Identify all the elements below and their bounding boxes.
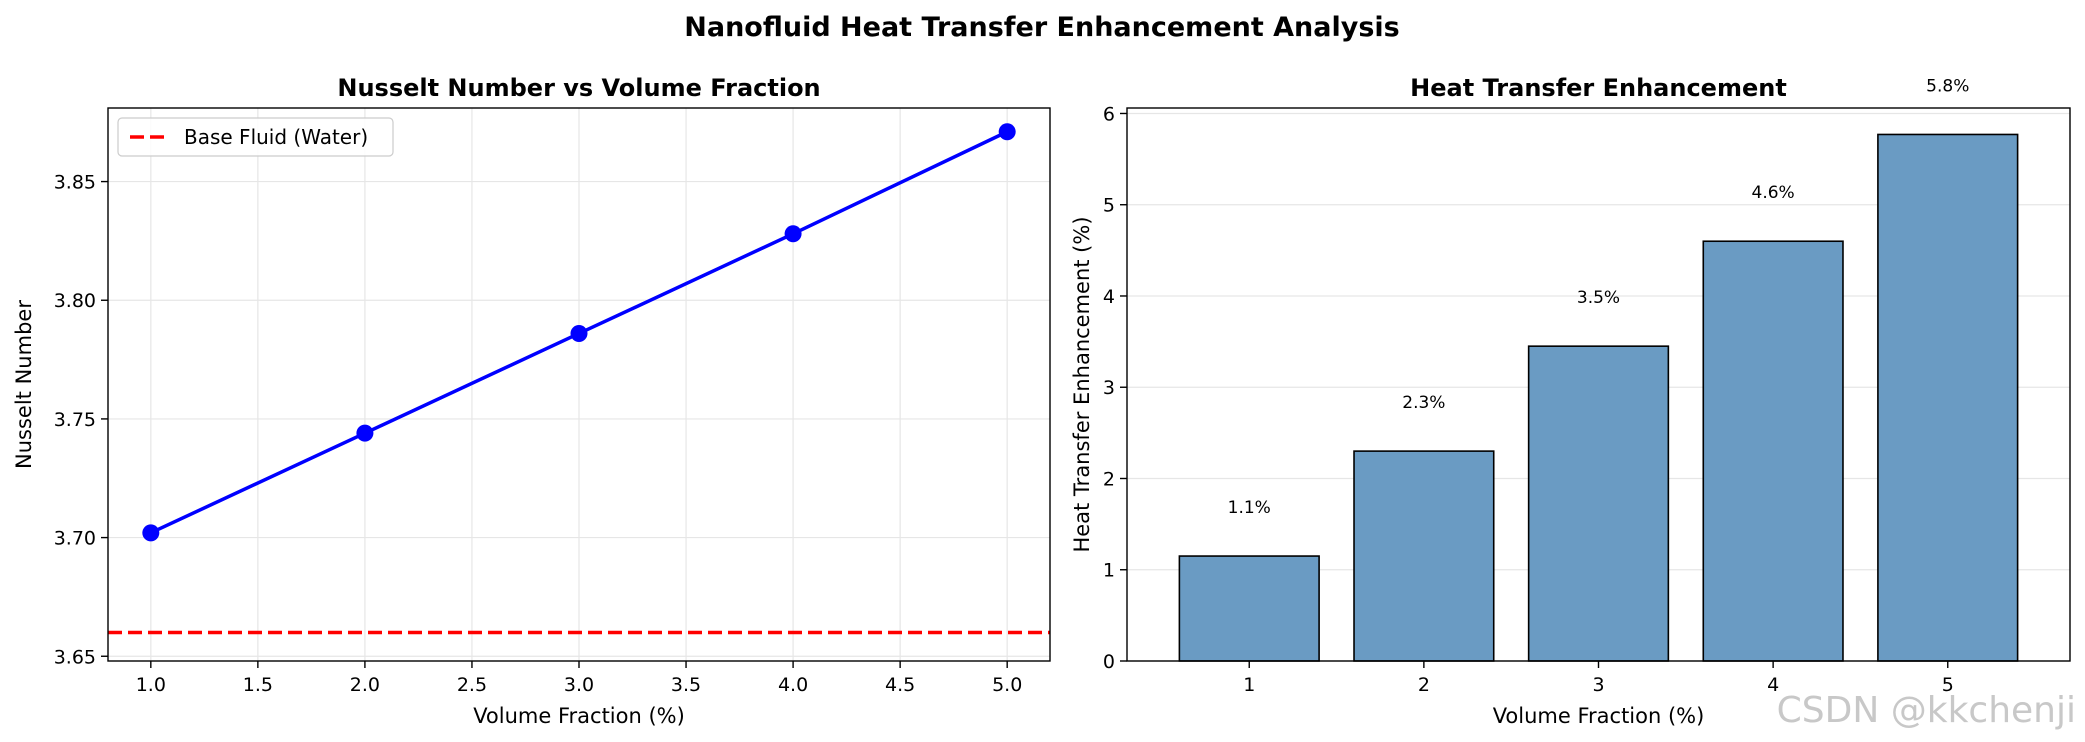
y-tick-label: 3.75	[54, 409, 96, 431]
y-tick-label: 3.70	[54, 528, 96, 550]
x-tick-label: 3.0	[564, 674, 594, 696]
left-x-axis-label: Volume Fraction (%)	[473, 704, 685, 728]
left-x-ticks: 1.0 1.5 2.0 2.5 3.0 3.5 4.0 4.5 5.0	[136, 661, 1022, 696]
enhancement-chart: 1.1% 2.3% 3.5% 4.6% 5.8% 1 2 3 4 5 0 1 2 3 4 5 6 Heat …	[1070, 74, 2071, 728]
bar-2	[1353, 450, 1495, 662]
data-point-3	[570, 324, 588, 342]
x-tick-label: 3	[1592, 674, 1604, 696]
x-tick-label: 2.5	[457, 674, 487, 696]
y-tick-label: 2	[1103, 468, 1115, 490]
left-chart-title: Nusselt Number vs Volume Fraction	[337, 74, 820, 102]
data-point-2	[356, 424, 374, 442]
x-tick-label: 4	[1767, 674, 1779, 696]
right-data-labels: 1.1% 2.3% 3.5% 4.6% 5.8%	[1228, 76, 1970, 518]
data-label-1: 1.1%	[1228, 498, 1271, 518]
y-tick-label: 0	[1103, 651, 1115, 673]
data-point-1	[142, 524, 160, 542]
y-tick-label: 3.80	[54, 290, 96, 312]
data-label-5: 5.8%	[1926, 76, 1969, 96]
bar-1	[1178, 555, 1320, 662]
data-label-2: 2.3%	[1402, 393, 1445, 413]
left-series	[142, 123, 1016, 542]
right-x-ticks: 1 2 3 4 5	[1243, 661, 1954, 696]
nusselt-chart: 1.0 1.5 2.0 2.5 3.0 3.5 4.0 4.5 5.0 3.65 3.70 3.75…	[12, 74, 1051, 728]
left-legend: Base Fluid (Water)	[117, 117, 394, 157]
left-y-axis-label: Nusselt Number	[12, 300, 36, 469]
left-grid	[108, 108, 1050, 661]
x-tick-label: 1.0	[136, 674, 166, 696]
x-tick-label: 4.5	[885, 674, 915, 696]
y-tick-label: 5	[1103, 195, 1115, 217]
x-tick-label: 1.5	[243, 674, 273, 696]
x-tick-label: 3.5	[671, 674, 701, 696]
legend-label-base-fluid: Base Fluid (Water)	[184, 125, 368, 149]
y-tick-label: 3.85	[54, 172, 96, 194]
right-chart-title: Heat Transfer Enhancement	[1410, 74, 1787, 102]
x-tick-label: 5	[1942, 674, 1954, 696]
data-label-4: 4.6%	[1752, 183, 1795, 203]
y-tick-label: 3.65	[54, 646, 96, 668]
y-tick-label: 1	[1103, 560, 1115, 582]
legend-box	[117, 117, 394, 157]
x-tick-label: 4.0	[778, 674, 808, 696]
watermark: CSDN @kkchenji	[1777, 690, 2076, 731]
figure-suptitle: Nanofluid Heat Transfer Enhancement Anal…	[684, 12, 1400, 43]
x-tick-label: 1	[1243, 674, 1255, 696]
data-label-3: 3.5%	[1577, 288, 1620, 308]
bar-4	[1702, 240, 1844, 662]
right-y-ticks: 0 1 2 3 4 5 6	[1103, 103, 1127, 673]
bar-3	[1527, 345, 1670, 662]
right-y-axis-label: Heat Transfer Enhancement (%)	[1070, 216, 1094, 552]
x-tick-label: 5.0	[992, 674, 1022, 696]
y-tick-label: 6	[1103, 103, 1115, 125]
x-tick-label: 2	[1418, 674, 1430, 696]
y-tick-label: 3	[1103, 377, 1115, 399]
right-x-axis-label: Volume Fraction (%)	[1493, 704, 1705, 728]
data-point-4	[784, 225, 802, 243]
left-y-ticks: 3.65 3.70 3.75 3.80 3.85	[54, 172, 108, 668]
data-point-5	[998, 123, 1016, 141]
y-tick-label: 4	[1103, 286, 1115, 308]
right-bars	[1178, 133, 2019, 662]
bar-5	[1877, 133, 2019, 662]
x-tick-label: 2.0	[350, 674, 380, 696]
